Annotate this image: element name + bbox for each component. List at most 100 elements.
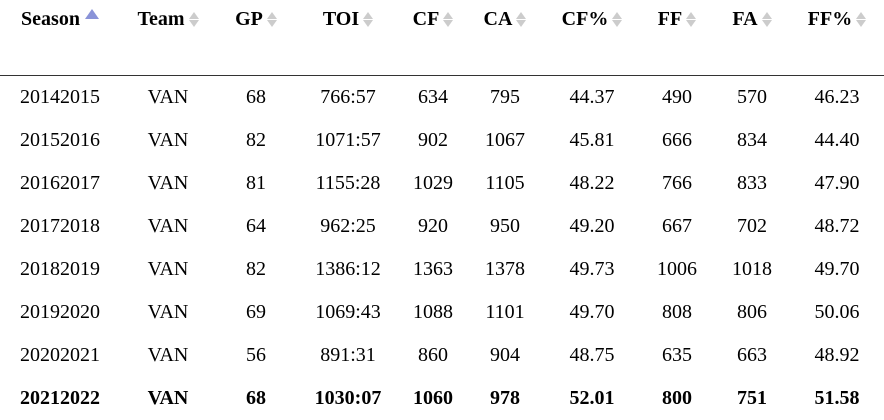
column-header-label: CF: [413, 8, 440, 31]
cell-ca: 795: [466, 76, 544, 120]
column-header-season[interactable]: Season: [0, 0, 120, 76]
sort-unsorted-icon: [189, 12, 199, 27]
column-header-ff[interactable]: FF: [640, 0, 714, 76]
sort-ascending-icon: [85, 9, 99, 19]
sort-unsorted-icon: [612, 12, 622, 27]
cell-fa: 806: [714, 291, 790, 334]
cell-cf: 920: [400, 205, 466, 248]
cell-cf: 1029: [400, 162, 466, 205]
column-header-inner: Season: [21, 8, 99, 31]
cell-toi: 1155:28: [296, 162, 400, 205]
sort-down-arrow-icon: [612, 20, 622, 27]
sort-up-arrow-icon: [686, 12, 696, 19]
column-header-label: CA: [484, 8, 513, 31]
cell-toi: 1069:43: [296, 291, 400, 334]
cell-gp: 82: [216, 119, 296, 162]
cell-fa: 833: [714, 162, 790, 205]
sort-up-arrow-icon: [267, 12, 277, 19]
sort-unsorted-icon: [686, 12, 696, 27]
column-header-inner: FA: [732, 8, 771, 31]
column-header-ca[interactable]: CA: [466, 0, 544, 76]
column-header-inner: TOI: [323, 8, 373, 31]
column-header-label: Team: [137, 8, 184, 31]
sort-down-arrow-icon: [267, 20, 277, 27]
cell-season: 20142015: [0, 76, 120, 120]
cell-ff: 635: [640, 334, 714, 377]
cell-cf-pct: 49.70: [544, 291, 640, 334]
cell-ff: 667: [640, 205, 714, 248]
cell-season: 20202021: [0, 334, 120, 377]
cell-toi: 1071:57: [296, 119, 400, 162]
cell-gp: 56: [216, 334, 296, 377]
column-header-cf[interactable]: CF: [400, 0, 466, 76]
sort-down-arrow-icon: [189, 20, 199, 27]
column-header-inner: CA: [484, 8, 527, 31]
cell-ff: 490: [640, 76, 714, 120]
cell-fa: 570: [714, 76, 790, 120]
cell-ff: 1006: [640, 248, 714, 291]
cell-season: 20182019: [0, 248, 120, 291]
column-header-fa[interactable]: FA: [714, 0, 790, 76]
cell-ff: 808: [640, 291, 714, 334]
column-header-label: FA: [732, 8, 757, 31]
cell-toi: 891:31: [296, 334, 400, 377]
cell-ca: 1105: [466, 162, 544, 205]
column-header-label: CF%: [562, 8, 609, 31]
column-header-inner: CF%: [562, 8, 623, 31]
cell-toi: 962:25: [296, 205, 400, 248]
cell-ff: 666: [640, 119, 714, 162]
cell-cf-pct: 48.75: [544, 334, 640, 377]
cell-cf-pct: 45.81: [544, 119, 640, 162]
cell-cf: 634: [400, 76, 466, 120]
cell-ff-pct: 50.06: [790, 291, 884, 334]
sort-up-arrow-icon: [856, 12, 866, 19]
cell-ff-pct: 46.23: [790, 76, 884, 120]
sort-unsorted-icon: [856, 12, 866, 27]
cell-ff-pct: 49.70: [790, 248, 884, 291]
cell-cf: 860: [400, 334, 466, 377]
cell-ff-pct: 47.90: [790, 162, 884, 205]
cell-season: 20172018: [0, 205, 120, 248]
sort-down-arrow-icon: [443, 20, 453, 27]
column-header-label: FF: [658, 8, 682, 31]
column-header-cf-pct[interactable]: CF%: [544, 0, 640, 76]
sort-unsorted-icon: [443, 12, 453, 27]
column-header-label: FF%: [808, 8, 852, 31]
cell-toi: 1386:12: [296, 248, 400, 291]
cell-ff-pct: 48.92: [790, 334, 884, 377]
cell-team: VAN: [120, 119, 216, 162]
cell-gp: 68: [216, 76, 296, 120]
sort-up-arrow-icon: [363, 12, 373, 19]
column-header-toi[interactable]: TOI: [296, 0, 400, 76]
cell-ca: 1067: [466, 119, 544, 162]
cell-ca: 1101: [466, 291, 544, 334]
cell-team: VAN: [120, 291, 216, 334]
column-header-inner: CF: [413, 8, 454, 31]
sort-unsorted-icon: [267, 12, 277, 27]
table-header: Season Team GP TOI CF CA CF% FF FA FF%: [0, 0, 884, 76]
column-header-team[interactable]: Team: [120, 0, 216, 76]
sort-up-arrow-icon: [189, 12, 199, 19]
cell-toi: 766:57: [296, 76, 400, 120]
cell-team: VAN: [120, 248, 216, 291]
column-header-ff-pct[interactable]: FF%: [790, 0, 884, 76]
cell-fa: 702: [714, 205, 790, 248]
cell-fa: 834: [714, 119, 790, 162]
cell-cf-pct: 44.37: [544, 76, 640, 120]
cell-season: 20152016: [0, 119, 120, 162]
sort-unsorted-icon: [516, 12, 526, 27]
column-header-gp[interactable]: GP: [216, 0, 296, 76]
cell-fa: 663: [714, 334, 790, 377]
sort-down-arrow-icon: [856, 20, 866, 27]
cell-cf-pct: 49.73: [544, 248, 640, 291]
sort-up-arrow-icon: [762, 12, 772, 19]
cell-team: VAN: [120, 76, 216, 120]
cell-ff-pct: 48.72: [790, 205, 884, 248]
cell-cf-pct: 49.20: [544, 205, 640, 248]
header-row: Season Team GP TOI CF CA CF% FF FA FF%: [0, 0, 884, 76]
